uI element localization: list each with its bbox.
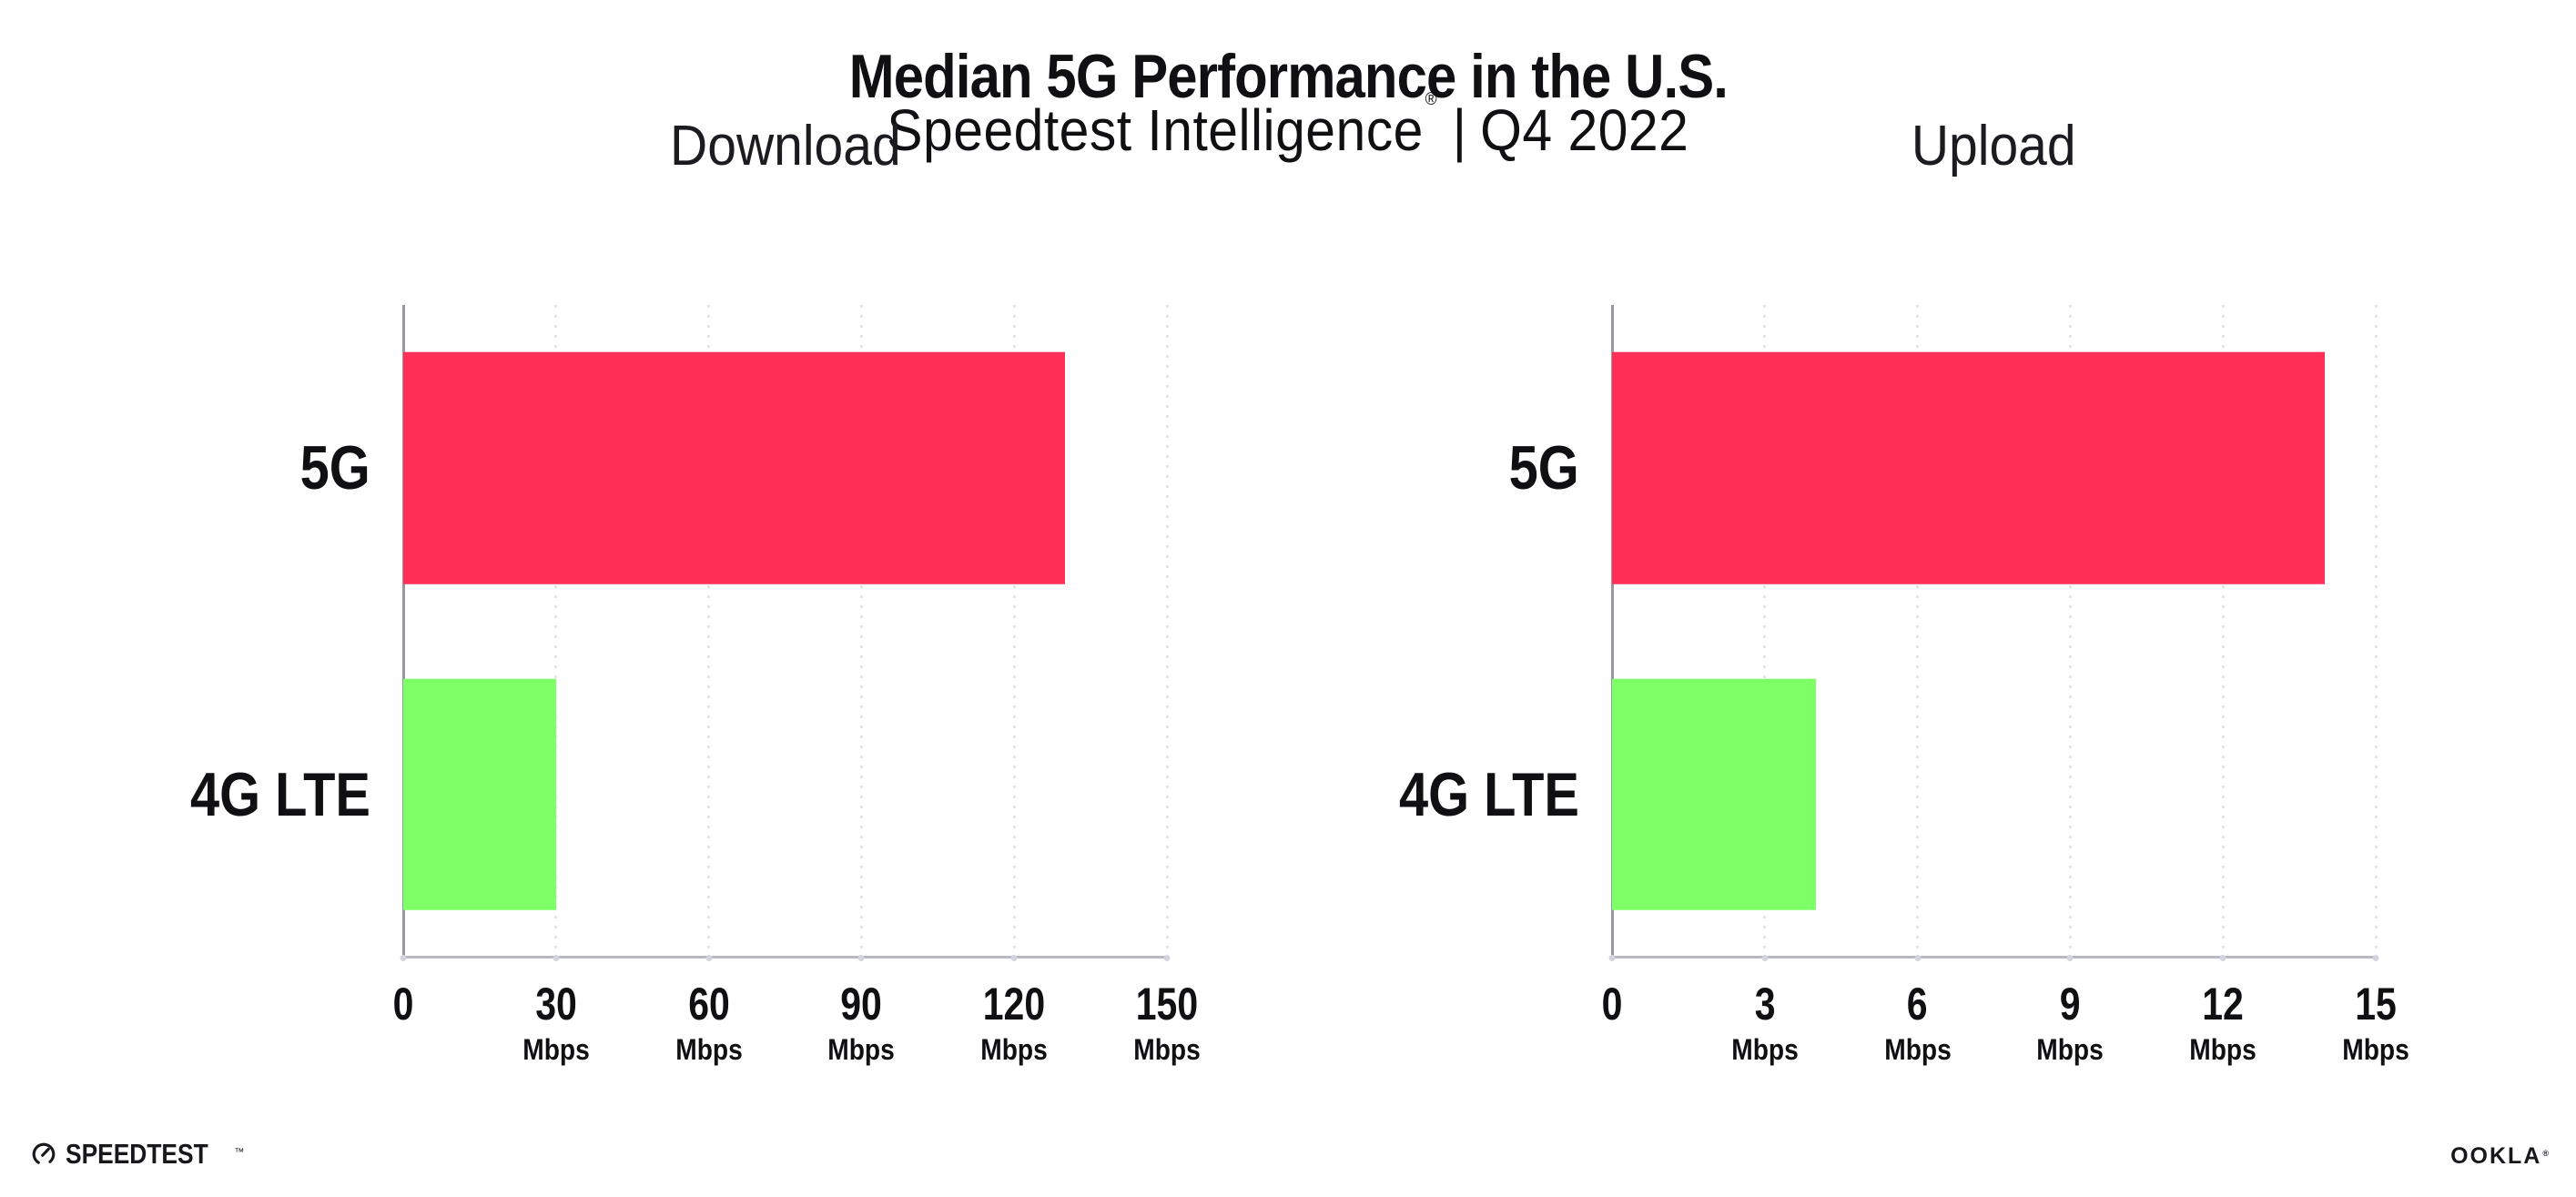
registered-trademark-symbol: ®	[1425, 89, 1438, 109]
tick-dot	[1163, 954, 1171, 961]
page-title: Median 5G Performance in the U.S.	[848, 41, 1728, 111]
tick-number: 6	[1907, 979, 1928, 1030]
tick-number: 12	[2202, 979, 2244, 1030]
x-tick-label: 150 Mbps	[1129, 981, 1205, 1064]
tick-dot	[1914, 954, 1922, 961]
subtitle-period: Q4 2022	[1480, 97, 1689, 164]
tick-number: 9	[2059, 979, 2081, 1030]
trademark-symbol: ™	[234, 1147, 245, 1158]
tick-dot	[1010, 954, 1018, 961]
category-label-4g-lte: 4G LTE	[1398, 759, 1579, 829]
gridline	[1916, 305, 1920, 958]
category-row-5g: 5G	[300, 305, 1167, 632]
category-label-4g-lte: 4G LTE	[189, 759, 370, 829]
gridline	[707, 305, 711, 958]
tick-dot	[857, 954, 865, 961]
gridline	[1012, 305, 1016, 958]
gridline	[2374, 305, 2378, 958]
page-subtitle: Speedtest Intelligence® | Q4 2022	[0, 91, 2576, 159]
tick-dot	[553, 954, 560, 961]
tick-unit: Mbps	[827, 1033, 896, 1066]
tick-number: 90	[840, 979, 883, 1030]
category-label-5g: 5G	[299, 433, 370, 503]
download-plot-area: 5G 4G LTE 0 30 Mbps 60 Mbps 90 Mbps 120 …	[190, 305, 1201, 1064]
tick-number: 60	[687, 979, 730, 1030]
tick-number: 0	[1601, 979, 1623, 1030]
x-tick-label: 30 Mbps	[518, 981, 594, 1064]
x-tick-label: 12 Mbps	[2185, 981, 2261, 1064]
gridline	[2221, 305, 2225, 958]
registered-symbol: ®	[2542, 1149, 2549, 1158]
tick-unit: Mbps	[980, 1033, 1048, 1066]
bar-4g-lte-download	[403, 678, 556, 911]
speedtest-wordmark: SPEEDTEST ™	[66, 1138, 245, 1170]
tick-dot	[400, 954, 407, 961]
bar-4g-lte-upload	[1612, 678, 1816, 911]
category-row-4g-lte: 4G LTE	[190, 632, 1167, 959]
tick-unit: Mbps	[674, 1033, 743, 1066]
ookla-wordmark: OOKLA	[2450, 1143, 2542, 1169]
tick-number: 150	[1135, 979, 1199, 1030]
gridline	[554, 305, 558, 958]
x-tick-label: 90 Mbps	[824, 981, 900, 1064]
x-tick-label: 15 Mbps	[2338, 981, 2414, 1064]
gridline	[1165, 305, 1169, 958]
tick-dot	[1761, 954, 1769, 961]
x-tick-label: 0	[1599, 981, 1625, 1027]
ookla-logo: OOKLA®	[2450, 1145, 2549, 1168]
x-axis-line	[401, 956, 1169, 959]
tick-unit: Mbps	[2189, 1033, 2257, 1066]
tick-unit: Mbps	[1883, 1033, 1952, 1066]
upload-plot-area: 5G 4G LTE 0 3 Mbps 6 Mbps 9 Mbps 12 Mbps…	[1399, 305, 2409, 1064]
x-tick-label: 60 Mbps	[671, 981, 747, 1064]
x-tick-label: 120 Mbps	[976, 981, 1052, 1064]
y-axis-line	[1610, 305, 1614, 958]
category-label-5g: 5G	[1508, 433, 1579, 503]
speedtest-gauge-icon	[30, 1141, 57, 1168]
tick-dot	[2219, 954, 2226, 961]
tick-unit: Mbps	[522, 1033, 590, 1066]
bar-5g-upload	[1612, 351, 2326, 584]
tick-unit: Mbps	[1731, 1033, 1799, 1066]
tick-unit: Mbps	[2036, 1033, 2104, 1066]
subtitle-separator: |	[1452, 97, 1467, 164]
x-tick-label: 0	[390, 981, 416, 1027]
tick-dot	[1608, 954, 1616, 961]
x-tick-label: 6 Mbps	[1880, 981, 1956, 1064]
category-row-4g-lte: 4G LTE	[1399, 632, 2376, 959]
category-row-5g: 5G	[1509, 305, 2376, 632]
x-axis-line	[1610, 956, 2378, 959]
y-axis-line	[401, 305, 405, 958]
download-chart-title: Download	[669, 115, 901, 178]
gridline	[859, 305, 863, 958]
tick-number: 15	[2355, 979, 2397, 1030]
gridline	[1763, 305, 1767, 958]
subtitle-product: Speedtest Intelligence	[887, 97, 1425, 164]
tick-dot	[705, 954, 713, 961]
tick-dot	[2066, 954, 2074, 961]
gridline	[2068, 305, 2072, 958]
bar-5g-download	[403, 351, 1066, 584]
tick-number: 3	[1754, 979, 1776, 1030]
tick-unit: Mbps	[2342, 1033, 2409, 1066]
x-tick-label: 9 Mbps	[2033, 981, 2109, 1064]
tick-dot	[2372, 954, 2379, 961]
tick-number: 30	[534, 979, 577, 1030]
upload-chart-title: Upload	[1912, 115, 2076, 178]
tick-unit: Mbps	[1133, 1033, 1201, 1066]
x-tick-label: 3 Mbps	[1727, 981, 1803, 1064]
speedtest-logo: SPEEDTEST ™	[30, 1140, 244, 1168]
tick-number: 120	[982, 979, 1046, 1030]
tick-number: 0	[392, 979, 414, 1030]
